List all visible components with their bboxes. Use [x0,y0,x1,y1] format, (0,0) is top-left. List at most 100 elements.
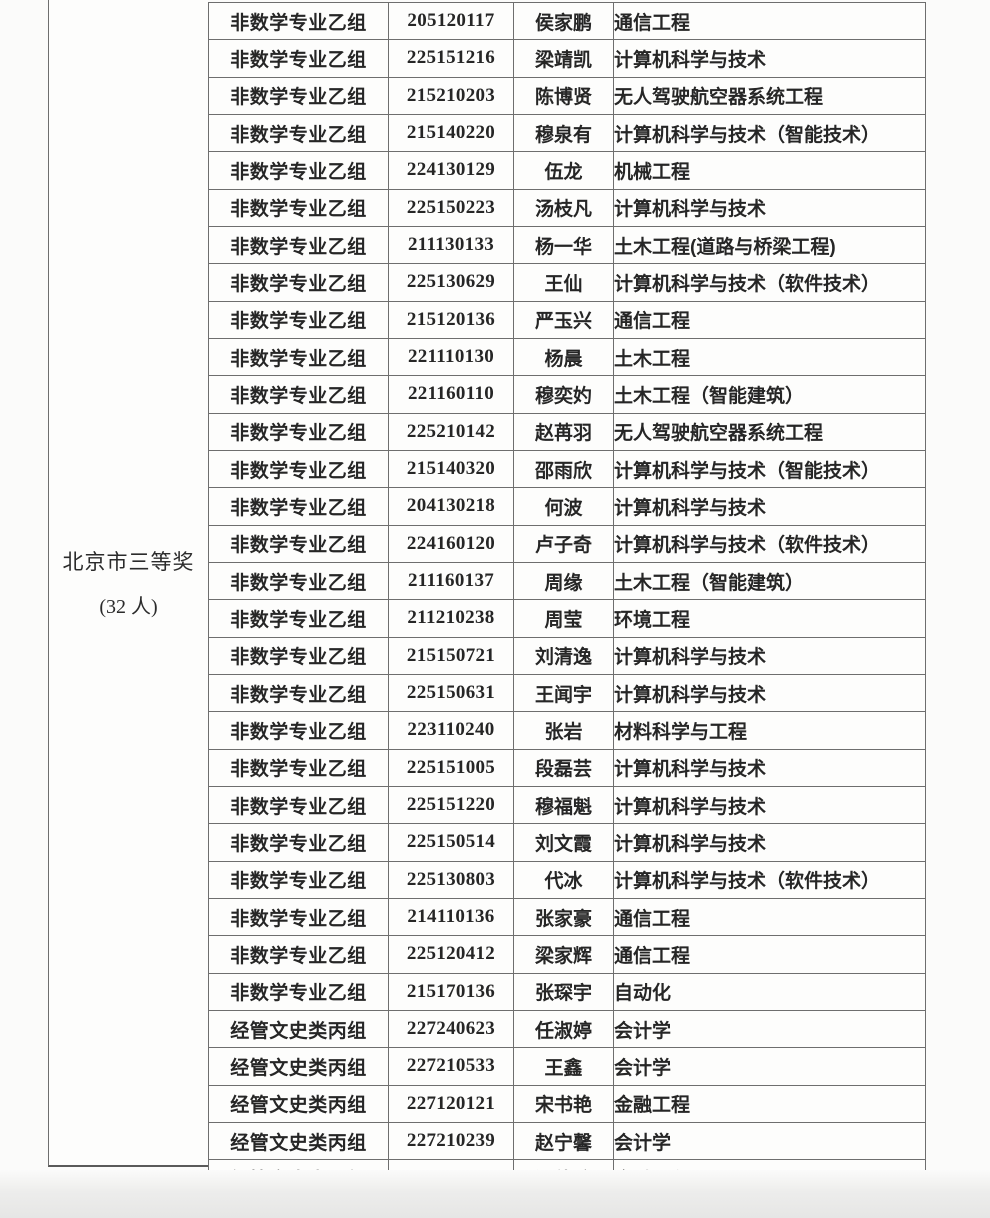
student-name-cell: 王仙 [513,263,614,302]
major-cell: 计算机科学与技术 [613,188,926,227]
major-cell: 无人驾驶航空器系统工程 [613,412,926,451]
group-category-cell: 非数学专业乙组 [208,76,389,115]
student-id-cell: 214110136 [388,897,514,937]
major-cell: 会计学 [613,1047,926,1086]
group-category-cell: 非数学专业乙组 [208,935,389,974]
group-category-cell: 非数学专业乙组 [208,599,389,638]
student-id-cell: 225151220 [388,785,514,825]
major-cell: 土木工程(道路与桥梁工程) [613,225,926,265]
student-id-cell: 215150721 [388,636,514,675]
student-id-cell: 221110130 [388,337,514,377]
major-cell: 通信工程 [613,1,926,41]
table-row: 非数学专业乙组 214110136 张家豪 通信工程 [208,897,926,937]
major-cell: 计算机科学与技术（软件技术） [613,860,926,899]
group-category-cell: 非数学专业乙组 [208,785,389,825]
student-id-cell: 221160110 [388,375,514,414]
table-row: 非数学专业乙组 224160120 卢子奇 计算机科学与技术（软件技术） [208,524,926,563]
student-id-cell: 204130218 [388,487,514,526]
group-category-cell: 非数学专业乙组 [208,300,389,339]
student-name-cell: 穆福魁 [513,785,614,825]
major-cell: 会计学 [613,1009,926,1049]
major-cell: 环境工程 [613,599,926,638]
student-name-cell: 穆奕妁 [513,375,614,414]
student-name-cell: 邵雨欣 [513,449,614,489]
table-row: 非数学专业乙组 215210203 陈博贤 无人驾驶航空器系统工程 [208,76,926,115]
table-row: 非数学专业乙组 215140320 邵雨欣 计算机科学与技术（智能技术） [208,449,926,489]
student-id-cell: 205120117 [388,1,514,41]
student-name-cell: 张岩 [513,711,614,750]
student-id-cell: 225210142 [388,412,514,451]
student-name-cell: 何波 [513,487,614,526]
table-row: 非数学专业乙组 225150514 刘文霞 计算机科学与技术 [208,823,926,862]
major-cell: 自动化 [613,972,926,1011]
student-name-cell: 段磊芸 [513,748,614,787]
group-category-cell: 非数学专业乙组 [208,188,389,227]
table-row: 经管文史类丙组 227120121 宋书艳 金融工程 [208,1084,926,1123]
student-name-cell: 王闻宇 [513,673,614,713]
student-id-cell: 215210203 [388,76,514,115]
award-winners-table: 非数学专业乙组 205120117 侯家鹏 通信工程 非数学专业乙组 22515… [208,1,926,1199]
major-cell: 计算机科学与技术 [613,39,926,78]
student-name-cell: 陈博贤 [513,76,614,115]
group-category-cell: 非数学专业乙组 [208,524,389,563]
student-id-cell: 225151005 [388,748,514,787]
student-name-cell: 王鑫 [513,1047,614,1086]
major-cell: 会计学 [613,1121,926,1161]
group-category-cell: 非数学专业乙组 [208,823,389,862]
table-row: 非数学专业乙组 215120136 严玉兴 通信工程 [208,300,926,339]
student-id-cell: 215170136 [388,972,514,1011]
group-category-cell: 非数学专业乙组 [208,113,389,153]
group-category-cell: 非数学专业乙组 [208,561,389,601]
student-name-cell: 周莹 [513,599,614,638]
major-cell: 通信工程 [613,300,926,339]
table-row: 非数学专业乙组 225130803 代冰 计算机科学与技术（软件技术） [208,860,926,899]
student-name-cell: 刘文霞 [513,823,614,862]
group-category-cell: 非数学专业乙组 [208,673,389,713]
student-id-cell: 211130133 [388,225,514,265]
major-cell: 土木工程（智能建筑） [613,561,926,601]
student-name-cell: 梁家辉 [513,935,614,974]
student-name-cell: 梁靖凯 [513,39,614,78]
table-row: 非数学专业乙组 225151220 穆福魁 计算机科学与技术 [208,785,926,825]
table-row: 非数学专业乙组 225151216 梁靖凯 计算机科学与技术 [208,39,926,78]
student-name-cell: 张琛宇 [513,972,614,1011]
major-cell: 计算机科学与技术 [613,748,926,787]
student-name-cell: 赵宁馨 [513,1121,614,1161]
group-category-cell: 非数学专业乙组 [208,225,389,265]
student-id-cell: 225120412 [388,935,514,974]
award-category-cell: 北京市三等奖 (32 人) [48,0,208,1167]
group-category-cell: 非数学专业乙组 [208,375,389,414]
student-name-cell: 卢子奇 [513,524,614,563]
group-category-cell: 经管文史类丙组 [208,1047,389,1086]
major-cell: 计算机科学与技术 [613,487,926,526]
student-name-cell: 杨晨 [513,337,614,377]
group-category-cell: 经管文史类丙组 [208,1084,389,1123]
table-row: 非数学专业乙组 215170136 张琛宇 自动化 [208,972,926,1011]
student-name-cell: 杨一华 [513,225,614,265]
table-row: 非数学专业乙组 205120117 侯家鹏 通信工程 [208,1,926,41]
student-id-cell: 227210533 [388,1047,514,1086]
major-cell: 通信工程 [613,935,926,974]
group-category-cell: 非数学专业乙组 [208,337,389,377]
major-cell: 计算机科学与技术（软件技术） [613,524,926,563]
student-name-cell: 严玉兴 [513,300,614,339]
table-body: 非数学专业乙组 205120117 侯家鹏 通信工程 非数学专业乙组 22515… [208,1,926,1199]
page-bottom-shadow [0,1170,990,1218]
major-cell: 计算机科学与技术（软件技术） [613,263,926,302]
student-id-cell: 215140320 [388,449,514,489]
student-id-cell: 215120136 [388,300,514,339]
table-row: 经管文史类丙组 227210239 赵宁馨 会计学 [208,1121,926,1161]
student-id-cell: 225130803 [388,860,514,899]
table-row: 非数学专业乙组 225150631 王闻宇 计算机科学与技术 [208,673,926,713]
student-id-cell: 211210238 [388,599,514,638]
student-id-cell: 227120121 [388,1084,514,1123]
table-row: 非数学专业乙组 215150721 刘清逸 计算机科学与技术 [208,636,926,675]
student-id-cell: 225130629 [388,263,514,302]
student-name-cell: 张家豪 [513,897,614,937]
table-row: 经管文史类丙组 227210533 王鑫 会计学 [208,1047,926,1086]
student-id-cell: 227240623 [388,1009,514,1049]
group-category-cell: 经管文史类丙组 [208,1121,389,1161]
student-name-cell: 周缘 [513,561,614,601]
major-cell: 机械工程 [613,151,926,190]
